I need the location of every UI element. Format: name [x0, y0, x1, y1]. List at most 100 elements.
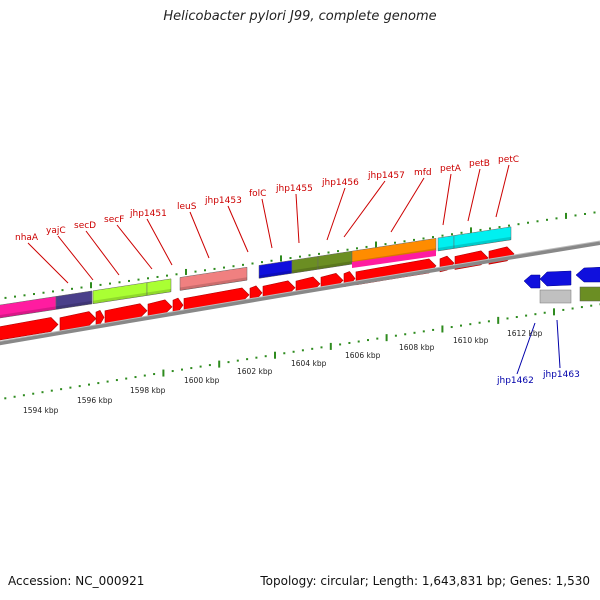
tick-mark: [356, 247, 358, 250]
tick-mark: [90, 282, 92, 289]
tick-mark: [42, 291, 45, 294]
scale-label: 1612 kbp: [507, 329, 543, 338]
tick-mark: [441, 325, 444, 333]
tick-mark: [543, 311, 546, 314]
gene-label: petC: [498, 155, 519, 165]
tick-mark: [469, 323, 472, 326]
backbone-highlight: [0, 240, 600, 342]
backbone-ring: [0, 240, 600, 346]
reverse-cds-arrow: [539, 270, 572, 287]
tick-mark: [565, 212, 567, 219]
tick-mark: [404, 333, 407, 336]
cog-bar: [539, 289, 572, 304]
tick-mark: [52, 290, 54, 293]
cds-arrow: [0, 317, 59, 341]
tick-mark: [264, 355, 267, 358]
tick-mark: [534, 313, 537, 316]
tick-mark: [413, 331, 416, 334]
cog-bar-shade: [259, 270, 292, 279]
gene-label: secF: [104, 215, 124, 225]
cog-bar: [579, 286, 600, 302]
tick-mark: [346, 248, 349, 251]
tick-mark: [385, 334, 388, 342]
tick-mark: [327, 251, 330, 254]
tick-mark: [403, 240, 406, 243]
tick-mark: [181, 368, 183, 371]
tick-mark: [242, 263, 244, 266]
tick-mark: [470, 227, 472, 234]
tick-mark: [375, 241, 377, 248]
tick-mark: [365, 245, 368, 248]
tick-mark: [23, 294, 26, 297]
cds-arrow: [95, 309, 105, 326]
tick-mark: [175, 273, 178, 276]
connector-line: [189, 211, 210, 259]
tick-mark: [450, 326, 453, 329]
gene-label: folC: [249, 189, 266, 199]
tick-mark: [357, 340, 360, 343]
scale-label: 1602 kbp: [237, 367, 273, 376]
cog-bar: [55, 290, 93, 310]
cog-bar-shade: [438, 245, 454, 251]
tick-mark: [593, 211, 596, 214]
backbone-line: [0, 241, 600, 346]
reverse-strand-track: [523, 266, 600, 289]
tick-mark: [553, 308, 555, 316]
scale-label: 1608 kbp: [399, 343, 435, 352]
tick-mark: [451, 233, 453, 236]
tick-mark: [61, 289, 64, 292]
tick-mark: [22, 394, 25, 397]
tick-mark: [162, 369, 165, 377]
tick-mark: [60, 388, 63, 391]
connector-line: [326, 187, 346, 241]
cog-bar-shade: [292, 266, 318, 274]
tick-mark: [223, 266, 225, 269]
tick-mark: [128, 279, 130, 282]
tick-mark: [14, 295, 16, 298]
tick-mark: [283, 352, 286, 355]
tick-mark: [555, 217, 558, 220]
cog-bar: [146, 278, 172, 296]
label-connectors: [27, 164, 561, 375]
gene-label: jhp1463: [542, 370, 580, 380]
tick-mark: [261, 261, 263, 264]
gene-label: mfd: [414, 168, 432, 178]
tick-mark: [432, 328, 435, 331]
tick-mark: [41, 391, 44, 394]
tick-mark: [213, 267, 216, 270]
tick-mark: [394, 241, 396, 244]
connector-line: [261, 198, 273, 249]
tick-mark: [227, 361, 230, 364]
tick-mark: [71, 287, 73, 290]
tick-mark: [218, 360, 221, 368]
tick-mark: [153, 373, 156, 376]
connector-line: [227, 205, 249, 253]
tick-mark: [236, 359, 239, 362]
tick-mark: [13, 395, 16, 398]
tick-mark: [232, 265, 235, 268]
tick-mark: [432, 236, 434, 239]
gene-label: jhp1451: [129, 209, 167, 219]
outer-tick-ring: [4, 211, 596, 299]
connector-line: [295, 193, 300, 244]
cog-bar-shade: [147, 288, 171, 296]
gene-label: yajC: [46, 226, 66, 236]
tick-mark: [204, 269, 206, 272]
tick-mark: [32, 392, 35, 395]
top-gene-labels: nhaA yajC secD secF jhp1451 leuS jhp1453…: [15, 155, 519, 243]
tick-mark: [498, 226, 501, 229]
reverse-cds-arrow: [575, 266, 600, 283]
connector-line: [516, 322, 536, 375]
tick-mark: [88, 383, 90, 386]
tick-mark: [190, 367, 193, 370]
connector-line: [467, 168, 481, 222]
connector-line: [495, 164, 510, 218]
tick-mark: [339, 343, 342, 346]
gene-label: jhp1457: [367, 171, 405, 181]
cog-bar: [352, 250, 436, 268]
tick-mark: [571, 307, 574, 310]
tick-mark: [479, 228, 482, 231]
gene-label: petA: [440, 164, 462, 174]
tick-mark: [441, 234, 444, 237]
